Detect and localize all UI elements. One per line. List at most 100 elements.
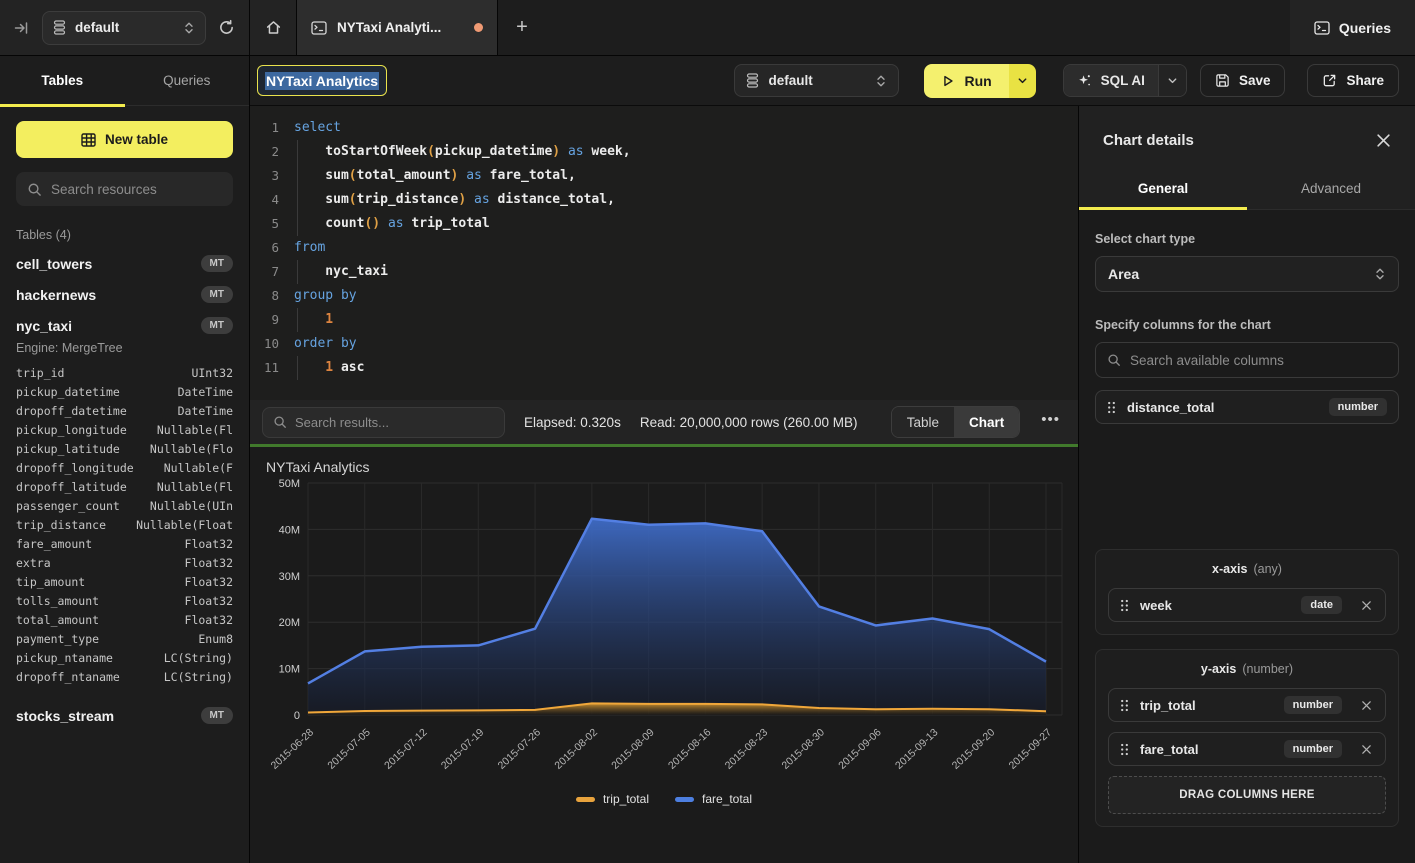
refresh-icon[interactable] [218, 19, 235, 36]
table-item[interactable]: hackernews MT [0, 279, 249, 310]
chart-details-tab-general[interactable]: General [1079, 169, 1247, 209]
engine-badge: MT [201, 286, 233, 303]
column-type-badge: number [1329, 398, 1387, 416]
drag-handle-icon[interactable] [1120, 699, 1129, 712]
column-row: payment_typeEnum8 [0, 629, 249, 648]
sidebar-tab-tables[interactable]: Tables [0, 56, 125, 105]
play-icon [941, 74, 955, 88]
share-button[interactable]: Share [1307, 64, 1399, 97]
sql-editor[interactable]: 1select2 toStartOfWeek(pickup_datetime) … [250, 106, 1078, 400]
close-icon[interactable] [1376, 133, 1391, 148]
column-row: pickup_datetimeDateTime [0, 382, 249, 401]
table-item[interactable]: stocks_stream MT [0, 700, 249, 731]
drop-zone[interactable]: DRAG COLUMNS HERE [1108, 776, 1386, 814]
search-icon [1107, 353, 1121, 367]
drag-handle-icon[interactable] [1120, 743, 1129, 756]
column-chip-fare_total[interactable]: fare_totalnumber [1108, 732, 1386, 766]
table-item[interactable]: cell_towers MT [0, 248, 249, 279]
home-button[interactable] [250, 0, 297, 55]
remove-column-icon[interactable] [1361, 700, 1372, 711]
line-number: 6 [250, 236, 294, 260]
column-chip-name: week [1140, 598, 1172, 613]
x-tick-label: 2015-07-19 [439, 726, 487, 772]
column-type-badge: number [1284, 696, 1342, 714]
more-options-button[interactable]: ••• [1039, 411, 1066, 434]
x-axis-chips: weekdate [1108, 588, 1386, 622]
code-line: 10order by [250, 332, 1078, 356]
toolbar-database-selector[interactable]: default [734, 64, 899, 97]
run-dropdown-button[interactable] [1009, 64, 1036, 98]
x-tick-label: 2015-07-05 [325, 726, 373, 772]
drag-handle-icon[interactable] [1120, 599, 1129, 612]
remove-column-icon[interactable] [1361, 600, 1372, 611]
drag-handle-icon[interactable] [1107, 401, 1116, 414]
view-toggle-table[interactable]: Table [892, 407, 954, 437]
column-row: dropoff_latitudeNullable(Fl [0, 477, 249, 496]
svg-text:40M: 40M [279, 524, 300, 536]
database-selector-value: default [75, 20, 174, 35]
tables-list: cell_towers MT hackernews MT nyc_taxi MT… [0, 248, 249, 731]
column-list: trip_idUInt32pickup_datetimeDateTimedrop… [0, 363, 249, 686]
run-button[interactable]: Run [924, 64, 1035, 98]
chart-details-panel: Chart details GeneralAdvanced Select cha… [1078, 106, 1415, 863]
code-line: 11 1 asc [250, 356, 1078, 380]
chart-details-tab-advanced[interactable]: Advanced [1247, 169, 1415, 209]
save-label: Save [1239, 73, 1271, 88]
view-toggle: TableChart [891, 406, 1021, 438]
code-line: 9 1 [250, 308, 1078, 332]
table-name: stocks_stream [16, 708, 114, 724]
tab-filler [546, 0, 1290, 55]
remove-column-icon[interactable] [1361, 744, 1372, 755]
sql-ai-button[interactable]: SQL AI [1063, 64, 1187, 97]
legend-item-trip_total[interactable]: trip_total [576, 792, 649, 806]
queries-icon [1314, 21, 1330, 35]
query-title-input[interactable]: NYTaxi Analytics [257, 65, 387, 96]
columns-search-placeholder: Search available columns [1130, 353, 1284, 368]
share-label: Share [1346, 73, 1384, 88]
table-name: nyc_taxi [16, 318, 72, 334]
sidebar-tab-queries[interactable]: Queries [125, 56, 250, 105]
area-chart: 010M20M30M40M50M 2015-06-282015-07-05201… [250, 477, 1078, 790]
column-row: dropoff_datetimeDateTime [0, 401, 249, 420]
sql-ai-dropdown-button[interactable] [1158, 65, 1186, 96]
column-chip-trip_total[interactable]: trip_totalnumber [1108, 688, 1386, 722]
queries-button[interactable]: Queries [1290, 0, 1415, 55]
new-table-button[interactable]: New table [16, 121, 233, 158]
code-line: 4 sum(trip_distance) as distance_total, [250, 188, 1078, 212]
column-row: dropoff_ntanameLC(String) [0, 667, 249, 686]
collapse-sidebar-icon[interactable] [14, 20, 30, 36]
tab-nytaxi-analytics[interactable]: NYTaxi Analyti... [297, 0, 498, 55]
table-icon [81, 133, 96, 147]
code-line: 2 toStartOfWeek(pickup_datetime) as week… [250, 140, 1078, 164]
columns-search-input[interactable]: Search available columns [1095, 342, 1399, 378]
column-chip-distance_total[interactable]: distance_totalnumber [1095, 390, 1399, 424]
sidebar-search-input[interactable]: Search resources [16, 172, 233, 206]
run-label: Run [964, 73, 991, 89]
tab-title: NYTaxi Analyti... [337, 20, 464, 35]
svg-text:20M: 20M [279, 617, 300, 629]
sql-ai-main[interactable]: SQL AI [1064, 65, 1158, 96]
toolbar-database-value: default [768, 73, 866, 88]
new-tab-button[interactable]: + [498, 0, 546, 55]
database-selector[interactable]: default [42, 11, 206, 45]
results-search-input[interactable]: Search results... [262, 407, 505, 438]
column-row: pickup_ntanameLC(String) [0, 648, 249, 667]
sidebar-tabs: Tables Queries [0, 56, 249, 106]
column-chip-week[interactable]: weekdate [1108, 588, 1386, 622]
column-chip-name: fare_total [1140, 742, 1199, 757]
run-button-main[interactable]: Run [924, 64, 1008, 98]
table-item[interactable]: nyc_taxi MT [0, 310, 249, 341]
chart-type-select[interactable]: Area [1095, 256, 1399, 292]
x-tick-label: 2015-09-20 [950, 726, 998, 772]
legend-item-fare_total[interactable]: fare_total [675, 792, 752, 806]
view-toggle-chart[interactable]: Chart [954, 407, 1019, 437]
table-name: cell_towers [16, 256, 92, 272]
table-engine: Engine: MergeTree [0, 341, 249, 363]
chevron-down-icon [1017, 75, 1028, 86]
read-stat: Read: 20,000,000 rows (260.00 MB) [640, 415, 858, 430]
line-number: 10 [250, 332, 294, 356]
svg-text:10M: 10M [279, 664, 300, 676]
line-number: 5 [250, 212, 294, 236]
save-button[interactable]: Save [1200, 64, 1286, 97]
tables-section-label: Tables (4) [0, 220, 249, 248]
